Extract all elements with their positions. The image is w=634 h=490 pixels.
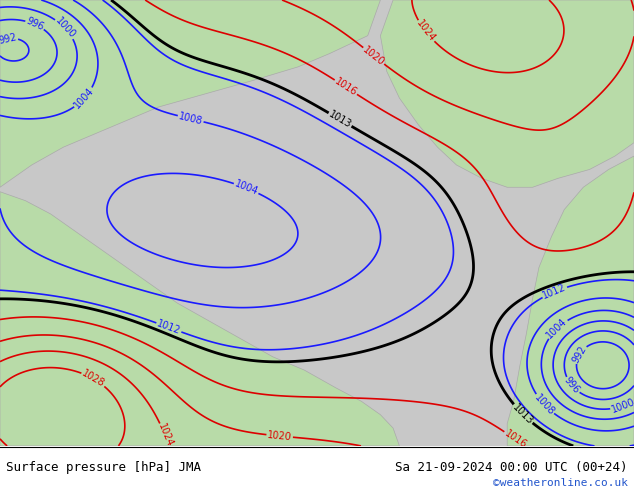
Text: 1020: 1020	[267, 430, 292, 442]
Text: 1028: 1028	[81, 368, 107, 390]
Text: 996: 996	[562, 375, 582, 396]
Text: 1016: 1016	[502, 428, 528, 450]
Text: ©weatheronline.co.uk: ©weatheronline.co.uk	[493, 478, 628, 488]
Text: 992: 992	[571, 344, 588, 365]
Text: 1004: 1004	[545, 317, 569, 341]
Text: 1000: 1000	[53, 16, 77, 41]
Text: 1008: 1008	[178, 111, 204, 126]
Text: 992: 992	[0, 32, 18, 46]
Text: 996: 996	[25, 16, 46, 33]
Text: 1016: 1016	[333, 76, 359, 98]
Text: Sa 21-09-2024 00:00 UTC (00+24): Sa 21-09-2024 00:00 UTC (00+24)	[395, 462, 628, 474]
Text: 1012: 1012	[155, 318, 182, 336]
Text: 1020: 1020	[361, 44, 387, 68]
Text: 1000: 1000	[610, 396, 634, 415]
Text: Surface pressure [hPa] JMA: Surface pressure [hPa] JMA	[6, 462, 202, 474]
Text: 1024: 1024	[414, 19, 437, 44]
Text: 1024: 1024	[156, 422, 174, 449]
Text: 1004: 1004	[72, 86, 96, 111]
Text: 1004: 1004	[233, 179, 259, 197]
Text: 1012: 1012	[541, 282, 568, 301]
Text: 1008: 1008	[533, 392, 556, 417]
Text: 1013: 1013	[327, 109, 353, 130]
Text: 1013: 1013	[510, 402, 535, 426]
